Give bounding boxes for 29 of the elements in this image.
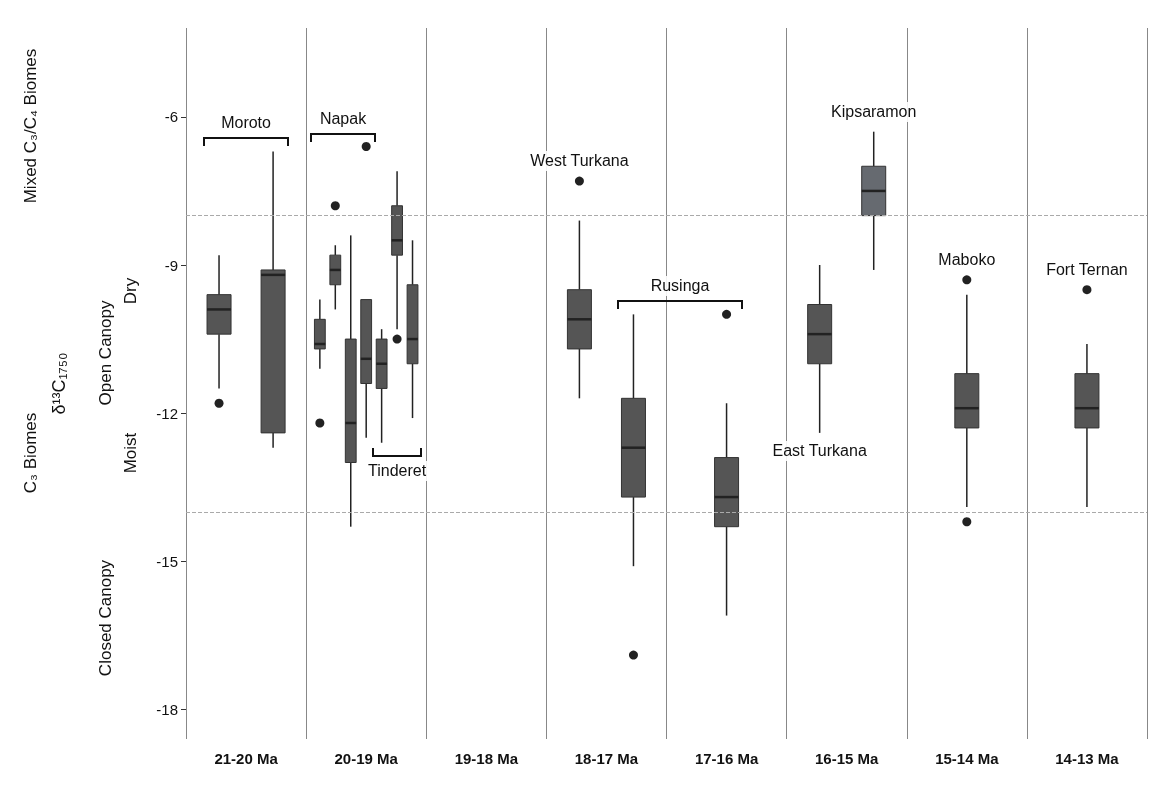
y-tick-label: -6 xyxy=(164,108,178,126)
annotation: West Turkana xyxy=(528,151,631,172)
x-tick-label: 17-16 Ma xyxy=(694,750,759,767)
annotation: Napak xyxy=(317,108,369,129)
annotation: Fort Ternan xyxy=(1044,259,1130,280)
x-tick-label: 14-13 Ma xyxy=(1055,750,1120,767)
x-tick-label: 16-15 Ma xyxy=(815,750,880,767)
x-tick-label: 21-20 Ma xyxy=(214,750,279,767)
y-tick-label: -12 xyxy=(156,404,178,422)
annotation: Maboko xyxy=(936,249,998,270)
text: Moist xyxy=(120,432,140,474)
x-tick-label: 15-14 Ma xyxy=(935,750,1000,767)
text: Mixed C₃/C₄ Biomes xyxy=(20,48,40,204)
y-tick-label: -18 xyxy=(156,700,178,718)
text: C₃ Biomes xyxy=(20,412,40,494)
text: Dry xyxy=(120,277,140,305)
y-axis-title: δ¹³C₁₇₅₀ xyxy=(49,352,69,415)
x-tick-label: 20-19 Ma xyxy=(334,750,399,767)
annotation: Moroto xyxy=(219,113,273,134)
annotation: Kipsaramon xyxy=(829,101,919,122)
annotation: Rusinga xyxy=(648,276,712,297)
annotation: East Turkana xyxy=(770,440,869,461)
x-tick-label: 18-17 Ma xyxy=(574,750,639,767)
y-tick-label: -15 xyxy=(156,552,178,570)
x-tick-label: 19-18 Ma xyxy=(454,750,519,767)
y-tick-label: -9 xyxy=(164,256,178,274)
text: Open Canopy xyxy=(95,300,115,406)
annotation: Tinderet xyxy=(366,460,429,481)
text: Closed Canopy xyxy=(95,559,115,677)
